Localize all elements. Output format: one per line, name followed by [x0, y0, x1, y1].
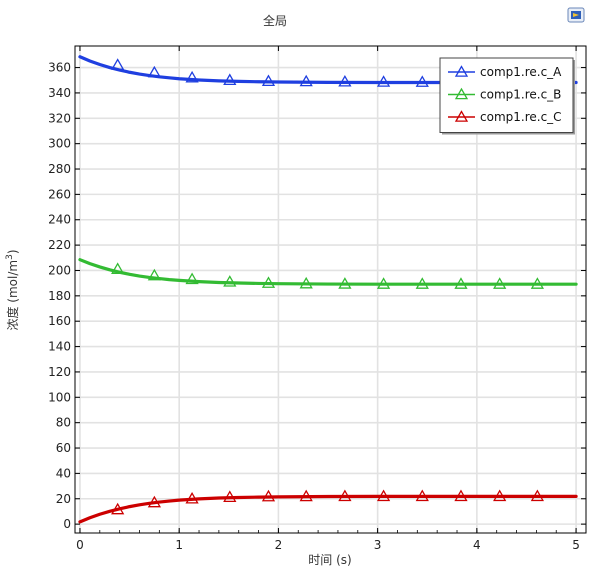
- series-marker: [376, 75, 391, 87]
- chart-settings-icon[interactable]: [567, 7, 585, 23]
- series-marker: [147, 268, 161, 281]
- series-marker: [299, 276, 313, 289]
- series-marker: [111, 502, 125, 515]
- y-tick-label: 220: [48, 238, 71, 252]
- series-marker: [261, 489, 276, 502]
- axes: 0 1 2 3 4 5 0 20 40 60 80 100 120 140 160 180 200 220 240 2…: [48, 45, 587, 552]
- legend: comp1.re.c_A comp1.re.c_B comp1.re.c_C: [439, 57, 575, 135]
- series-marker: [338, 489, 352, 502]
- y-tick-label: 360: [48, 61, 71, 75]
- series-marker: [185, 272, 199, 285]
- series-marker: [415, 277, 429, 289]
- y-axis-label: 浓度 (mol/m3): [5, 249, 20, 330]
- y-tick-label: 40: [56, 466, 71, 480]
- y-tick-label: 280: [48, 162, 71, 176]
- y-tick-label: 260: [48, 187, 71, 201]
- series-marker: [299, 74, 313, 87]
- y-tick-label: 80: [56, 416, 71, 430]
- series-marker: [376, 277, 391, 289]
- series-marker: [454, 87, 469, 100]
- series-marker: [454, 65, 469, 77]
- y-tick-label: 140: [48, 340, 71, 354]
- y-tick-label: 120: [48, 365, 71, 379]
- y-tick-label: 100: [48, 390, 71, 404]
- series-marker: [223, 490, 237, 503]
- y-tick-label: 0: [63, 517, 71, 531]
- legend-label: comp1.re.c_B: [480, 88, 561, 102]
- series-marker: [147, 65, 161, 78]
- y-axis-label-end: ): [6, 249, 20, 254]
- series-marker: [338, 277, 352, 289]
- series-marker: [185, 70, 199, 83]
- y-tick-label: 200: [48, 263, 71, 277]
- x-tick-label: 3: [374, 538, 382, 552]
- plot-border: [74, 45, 587, 534]
- y-tick-label: 320: [48, 111, 71, 125]
- y-tick-label: 20: [56, 492, 71, 506]
- series-marker: [415, 75, 429, 87]
- grid: [75, 46, 586, 533]
- series-marker: [261, 276, 276, 288]
- series-comp1.re.c_B: [78, 258, 578, 289]
- series-line: [78, 258, 578, 286]
- x-tick-label: 4: [473, 538, 481, 552]
- series-layer: [78, 55, 578, 524]
- y-tick-label: 60: [56, 441, 71, 455]
- x-tick-label: 2: [275, 538, 283, 552]
- legend-label: comp1.re.c_C: [480, 110, 562, 124]
- series-marker: [111, 58, 125, 70]
- y-axis-label-sup: 3: [5, 254, 15, 260]
- series-marker: [415, 489, 429, 502]
- series-marker: [454, 277, 468, 289]
- series-marker: [299, 489, 313, 502]
- series-marker: [111, 262, 125, 274]
- series-marker: [376, 489, 391, 502]
- series-marker: [261, 74, 276, 87]
- series-marker: [530, 489, 545, 502]
- x-axis-label: 时间 (s): [308, 553, 351, 567]
- y-tick-label: 180: [48, 289, 71, 303]
- x-tick-label: 5: [572, 538, 580, 552]
- series-comp1.re.c_C: [78, 489, 578, 524]
- series-marker: [493, 489, 507, 502]
- series-marker: [147, 495, 161, 508]
- series-marker: [530, 277, 545, 289]
- legend-label: comp1.re.c_A: [480, 65, 562, 79]
- series-marker: [223, 73, 237, 86]
- series-marker: [454, 489, 468, 502]
- x-tick-label: 1: [175, 538, 183, 552]
- y-tick-label: 160: [48, 314, 71, 328]
- y-axis-label-main: 浓度 (mol/m: [5, 260, 20, 331]
- chart-title: 全局: [263, 13, 287, 28]
- series-marker: [223, 275, 237, 287]
- series-marker: [338, 74, 352, 87]
- y-tick-label: 340: [48, 86, 71, 100]
- series-marker: [454, 110, 469, 122]
- x-tick-label: 0: [76, 538, 84, 552]
- y-tick-label: 240: [48, 213, 71, 227]
- series-marker: [493, 277, 507, 289]
- y-tick-label: 300: [48, 137, 71, 151]
- series-marker: [185, 491, 199, 504]
